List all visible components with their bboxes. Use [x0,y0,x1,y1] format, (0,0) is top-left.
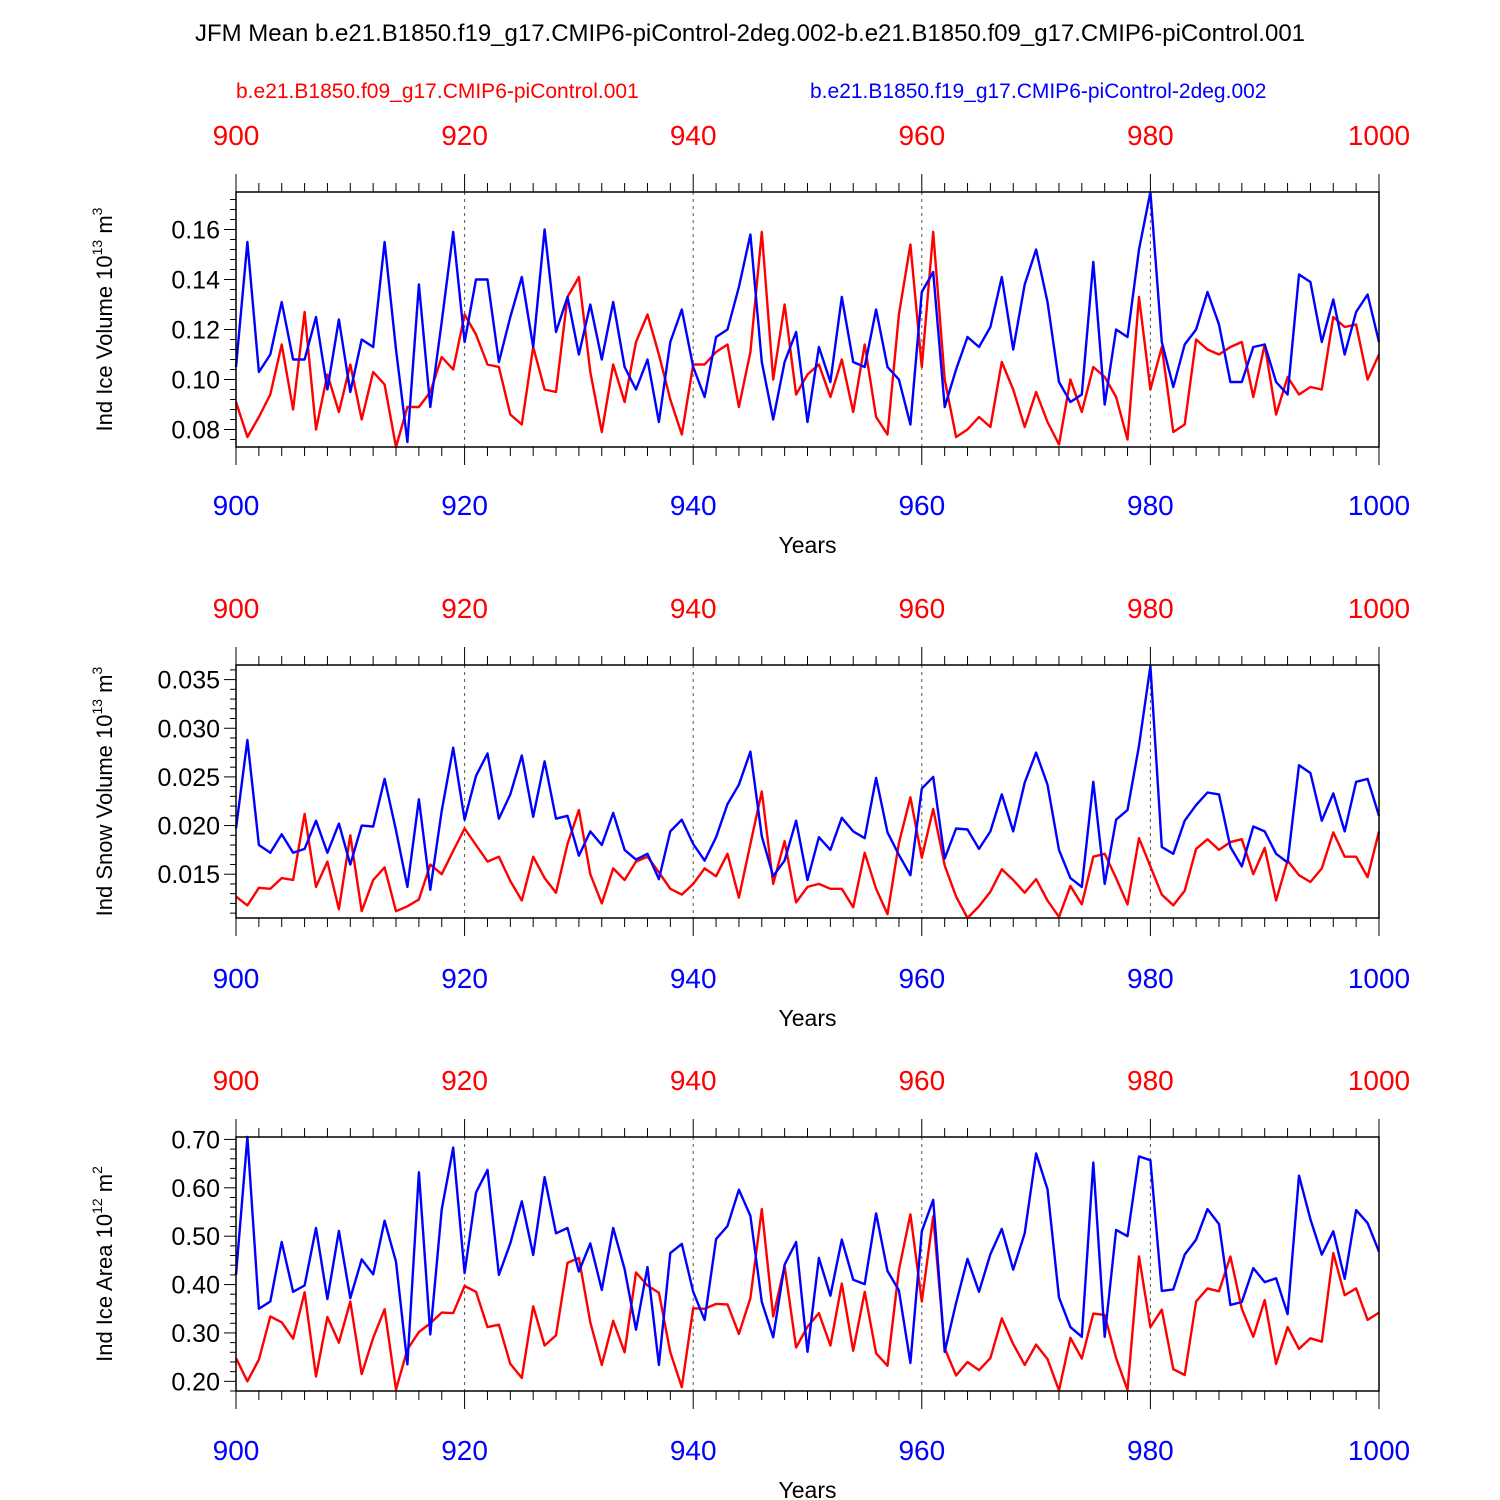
chart-panel-2: 0.015 0.020 0.025 0.030 0.035 900 900 920 920 940… [89,593,1410,1031]
chart-panel-3: 0.20 0.30 0.40 0.50 0.60 0.70 900 900 920 920 940 9… [89,1065,1410,1500]
x-tick-label-top: 1000 [1348,120,1410,151]
y-tick-label: 0.08 [171,417,220,445]
x-tick-label-bottom: 980 [1127,963,1174,994]
x-tick-label-top: 940 [670,120,717,151]
y-axis-label-exp: 3 [89,666,105,674]
y-tick-label: 0.70 [171,1126,220,1154]
y-axis-label-main: Ind Ice Volume 10 [92,255,117,431]
series-line-blue [234,664,1381,891]
y-axis-label-main: Ind Snow Volume 10 [92,715,117,917]
y-tick-label: 0.030 [157,715,220,743]
legend-blue-series: b.e21.B1850.f19_g17.CMIP6-piControl-2deg… [810,80,1267,103]
y-tick-label: 0.035 [157,667,220,695]
y-axis-label-exp: 2 [89,1166,105,1174]
series-line-blue [234,190,1381,444]
plot-frame [235,191,1380,448]
x-tick-label-top: 980 [1127,593,1174,624]
y-axis-label: Ind Ice Volume 1013 m3 [89,207,117,431]
legend-red-series: b.e21.B1850.f09_g17.CMIP6-piControl.001 [236,80,639,103]
x-tick-label-bottom: 1000 [1348,490,1410,521]
x-tick-label-bottom: 940 [670,490,717,521]
y-tick-label: 0.12 [171,317,220,345]
x-tick-label-bottom: 900 [213,490,260,521]
y-tick-label: 0.015 [157,861,220,889]
y-tick-label: 0.025 [157,764,220,792]
y-tick-label: 0.50 [171,1223,220,1251]
plot-frame [235,664,1380,919]
y-axis-label: Ind Snow Volume 1013 m3 [89,666,117,916]
x-axis-label: Years [779,532,837,558]
series-line-blue [234,1135,1381,1367]
series-line-red [234,230,1381,449]
x-tick-label-bottom: 980 [1127,1435,1174,1466]
x-tick-label-top: 960 [898,593,945,624]
chart-panel-1: 0.08 0.10 0.12 0.14 0.16 900 900 920 920 940 940 96… [89,120,1410,558]
y-axis-label: Ind Ice Area 1012 m2 [89,1166,117,1362]
x-axis-label: Years [779,1477,837,1500]
x-tick-label-top: 1000 [1348,1065,1410,1096]
x-tick-label-bottom: 900 [213,1435,260,1466]
x-tick-label-bottom: 980 [1127,490,1174,521]
y-tick-label: 0.16 [171,217,220,245]
x-tick-label-top: 920 [441,1065,488,1096]
y-tick-label: 0.14 [171,267,220,295]
y-axis-label-exp: 13 [89,699,105,715]
y-axis-label-unit: m [92,674,117,698]
x-tick-label-top: 1000 [1348,593,1410,624]
x-tick-label-bottom: 1000 [1348,963,1410,994]
y-axis-label-exp: 13 [89,240,105,256]
x-tick-label-top: 900 [213,120,260,151]
y-axis-label-exp: 12 [89,1198,105,1214]
x-tick-label-top: 960 [898,1065,945,1096]
x-tick-label-bottom: 960 [898,963,945,994]
y-tick-label: 0.10 [171,367,220,395]
series-line-red [234,1207,1380,1392]
y-tick-label: 0.60 [171,1175,220,1203]
x-tick-label-bottom: 1000 [1348,1435,1410,1466]
y-tick-label: 0.020 [157,813,220,841]
x-tick-label-bottom: 940 [670,1435,717,1466]
x-tick-label-bottom: 940 [670,963,717,994]
x-tick-label-bottom: 960 [898,1435,945,1466]
figure-title: JFM Mean b.e21.B1850.f19_g17.CMIP6-piCon… [194,20,1306,47]
x-tick-label-top: 900 [213,593,260,624]
x-tick-label-bottom: 920 [441,490,488,521]
x-tick-label-top: 900 [213,1065,260,1096]
x-tick-label-top: 980 [1127,1065,1174,1096]
plot-frame [235,1136,1380,1392]
y-tick-label: 0.20 [171,1368,220,1396]
y-axis-label-main: Ind Ice Area 10 [92,1214,117,1362]
x-tick-label-bottom: 920 [441,1435,488,1466]
x-tick-label-top: 920 [441,120,488,151]
x-tick-label-top: 960 [898,120,945,151]
x-tick-label-bottom: 900 [213,963,260,994]
y-axis-label-exp: 3 [89,207,105,215]
x-axis-label: Years [779,1005,837,1031]
y-axis-label-unit: m [92,215,117,239]
y-tick-label: 0.30 [171,1320,220,1348]
y-axis-label-unit: m [92,1174,117,1198]
x-tick-label-bottom: 920 [441,963,488,994]
x-tick-label-top: 940 [670,593,717,624]
x-tick-label-top: 980 [1127,120,1174,151]
x-tick-label-top: 940 [670,1065,717,1096]
x-tick-label-bottom: 960 [898,490,945,521]
y-tick-label: 0.40 [171,1272,220,1300]
x-tick-label-top: 920 [441,593,488,624]
series-line-red [235,790,1381,920]
